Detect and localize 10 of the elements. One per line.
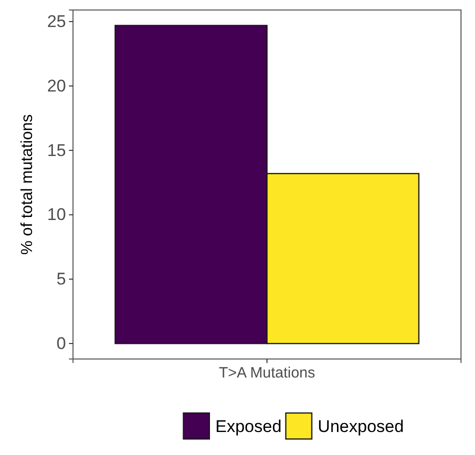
y-tick-label: 15 — [47, 140, 66, 160]
y-tick-label: 10 — [47, 205, 66, 224]
legend-label: Unexposed — [318, 416, 404, 436]
y-axis-title: % of total mutations — [19, 114, 36, 255]
x-tick-label: T>A Mutations — [218, 364, 316, 382]
y-tick-label: 25 — [47, 12, 66, 32]
y-tick-label: 5 — [56, 270, 66, 289]
legend-label: Exposed — [215, 416, 282, 436]
y-tick-label: 20 — [47, 76, 66, 96]
y-tick-label: 0 — [56, 334, 66, 353]
